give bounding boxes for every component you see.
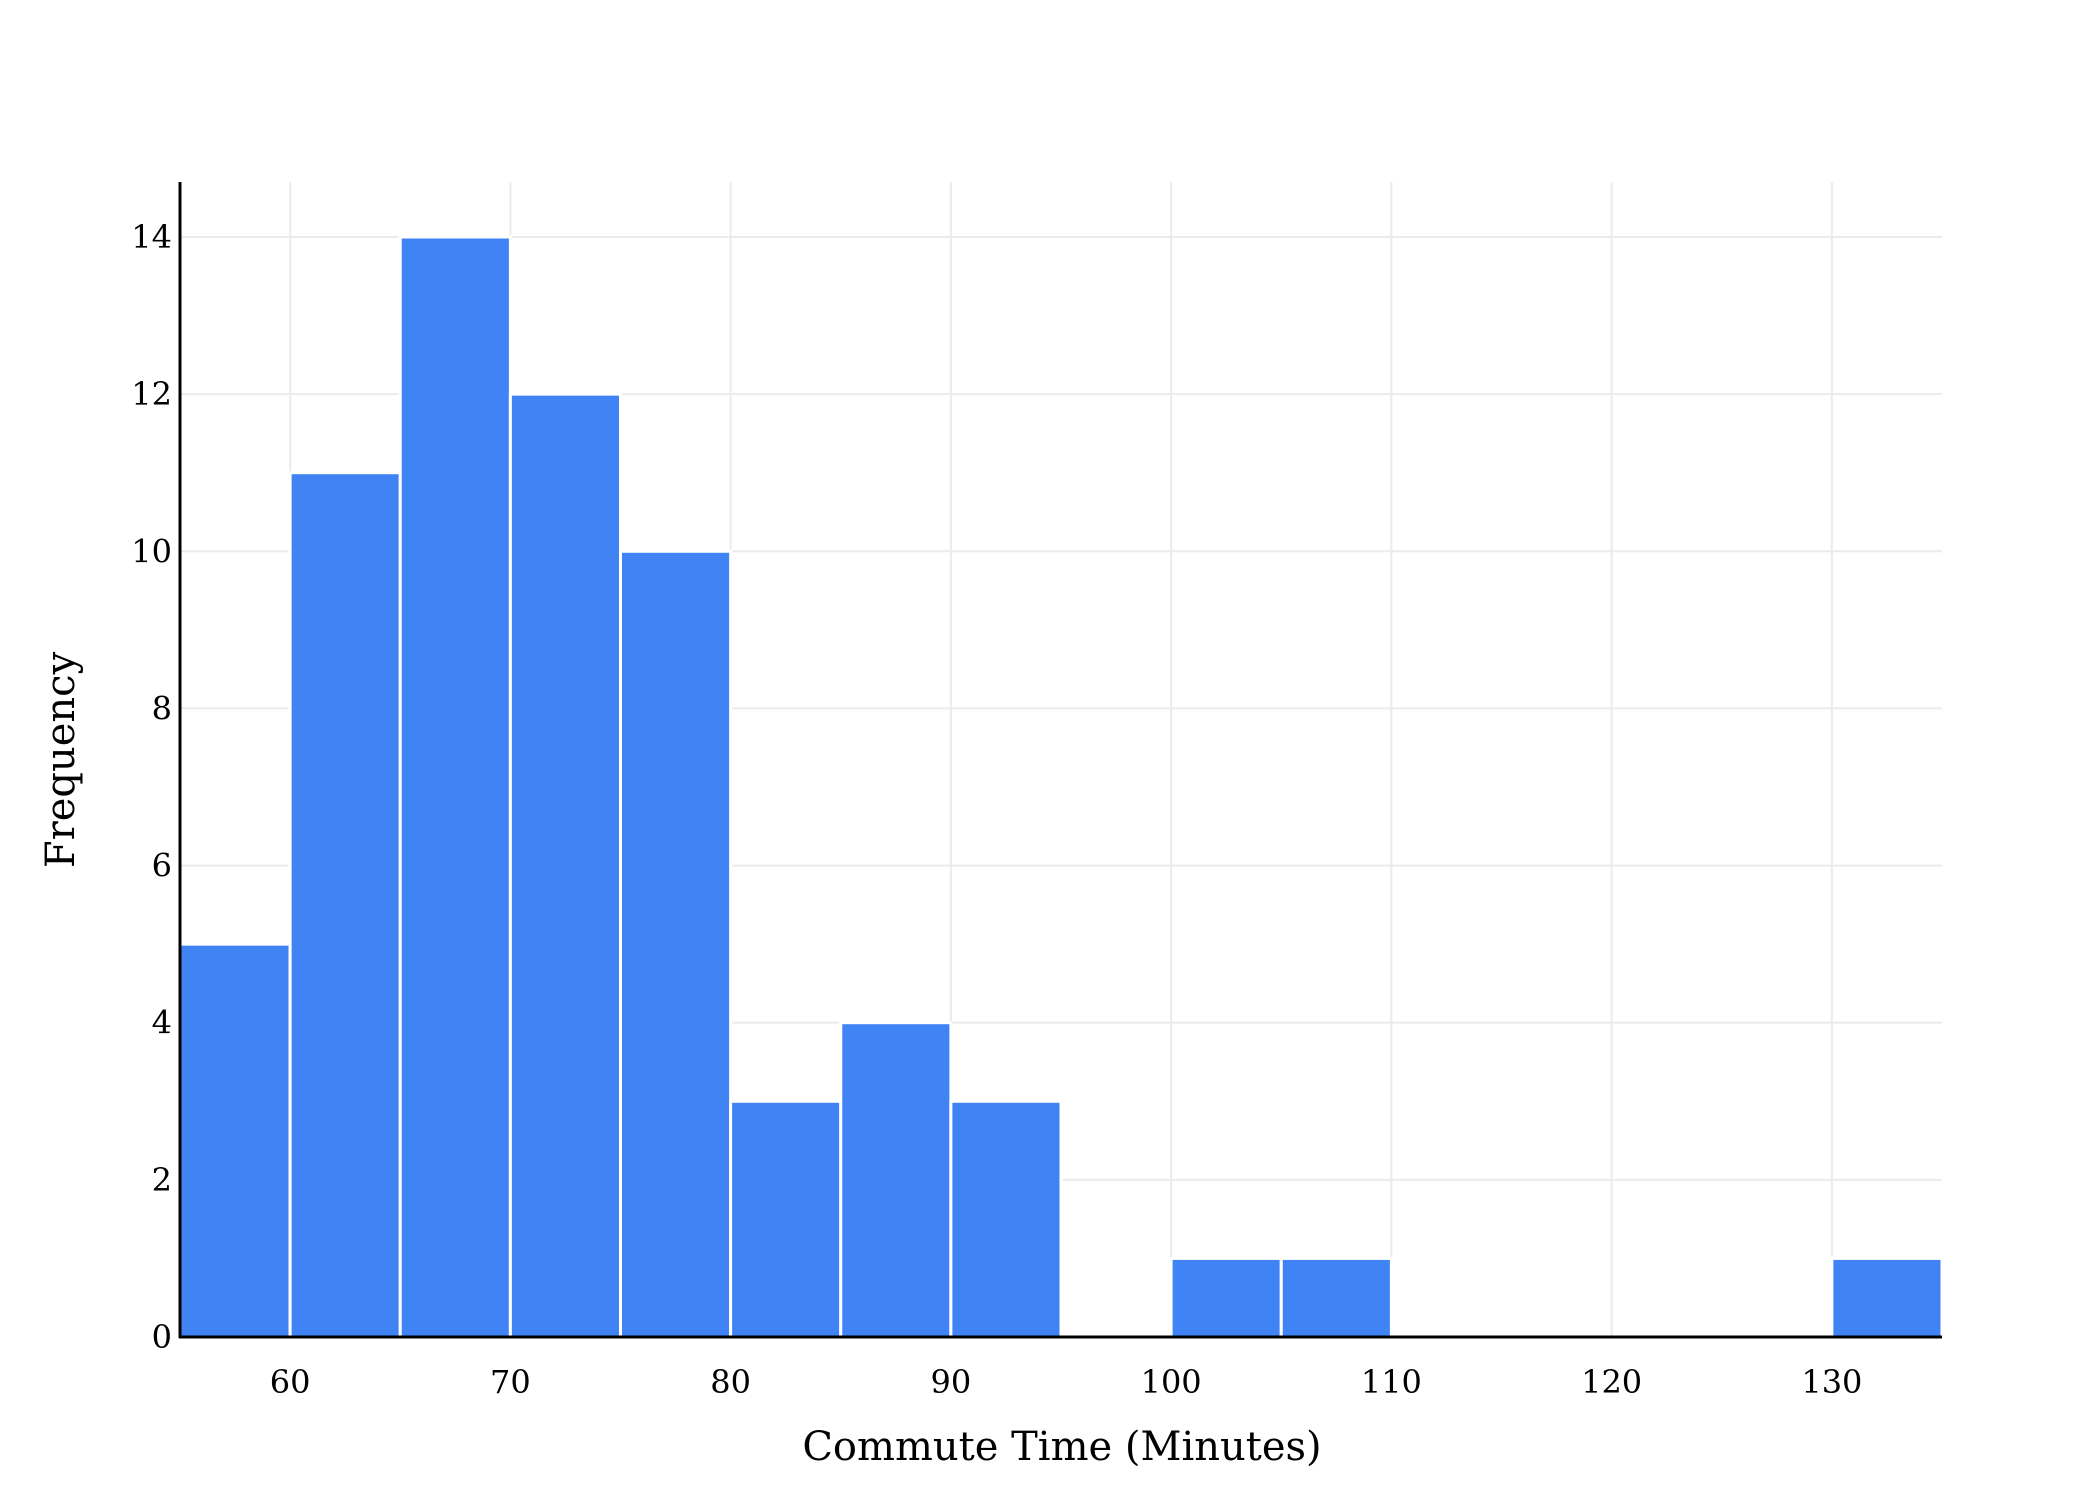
histogram-bar-85-90 [839,1021,953,1339]
x-tick-label: 70 [490,1363,531,1401]
x-tick-label: 100 [1141,1363,1202,1401]
y-tick-label: 12 [131,375,172,413]
histogram-bar-60-65 [288,471,402,1339]
x-tick-label: 90 [931,1363,972,1401]
histogram-bar-130-135 [1830,1256,1944,1339]
y-tick-label: 0 [152,1318,172,1356]
x-axis-title: Commute Time (Minutes) [802,1424,1321,1470]
y-tick-label: 4 [152,1004,172,1042]
x-tick-label: 120 [1581,1363,1642,1401]
histogram-bar-90-95 [949,1099,1063,1339]
histogram-bar-70-75 [508,392,622,1339]
axes [178,182,1942,1339]
x-tick-label: 110 [1361,1363,1422,1401]
y-tick-label: 8 [152,689,172,727]
histogram-bars [178,235,1944,1339]
histogram-bar-65-70 [398,235,512,1339]
histogram-bar-80-85 [729,1099,843,1339]
histogram-bar-100-105 [1169,1256,1283,1339]
histogram-bar-55-60 [178,942,292,1339]
y-tick-label: 6 [152,847,172,885]
x-tick-label: 130 [1801,1363,1862,1401]
histogram-bar-75-80 [619,549,733,1339]
x-tick-label: 60 [270,1363,311,1401]
y-tick-label: 10 [131,532,172,570]
tick-labels: 60 70 80 90 100 110 120 130 0 2 4 6 8 10 12 14 [131,218,1862,1401]
x-tick-label: 80 [710,1363,751,1401]
y-tick-label: 14 [131,218,172,256]
y-tick-label: 2 [152,1161,172,1199]
y-axis-title: Frequency [38,651,84,868]
histogram-bar-105-110 [1279,1256,1393,1339]
